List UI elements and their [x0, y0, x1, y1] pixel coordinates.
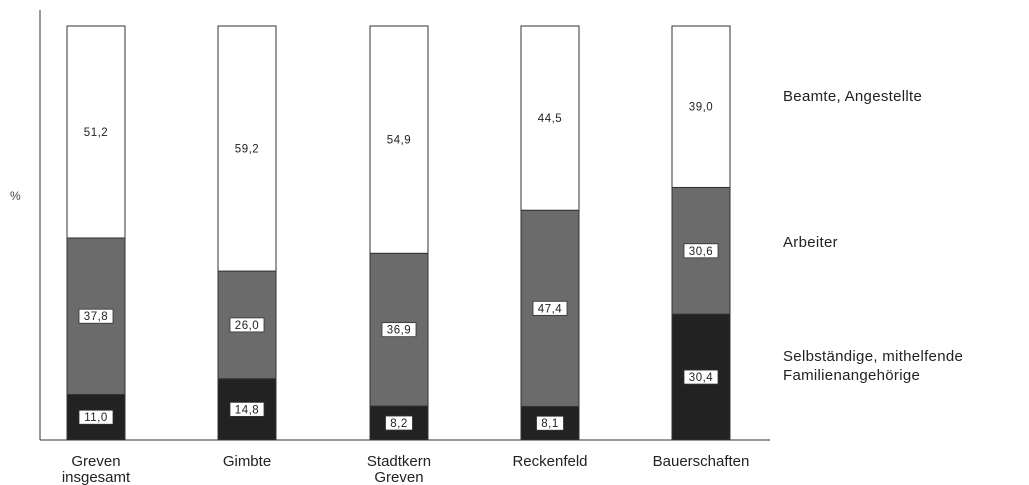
- data-label: 54,9: [387, 135, 411, 147]
- data-label-box: [381, 322, 417, 338]
- bar-segment: [217, 25, 277, 272]
- data-label: 39,0: [689, 102, 713, 114]
- bar-segment: [66, 25, 126, 239]
- data-label-box: [532, 300, 568, 316]
- bars-group: [66, 25, 731, 441]
- data-label: 36,9: [387, 325, 411, 337]
- data-label-box: [385, 415, 413, 431]
- data-label: 30,4: [689, 372, 713, 384]
- category-label: Bauerschaften: [653, 453, 750, 470]
- category-label: Greven: [71, 453, 120, 470]
- bar-segment: [520, 25, 580, 211]
- bar-segment: [671, 25, 731, 188]
- legend: Beamte, Angestellte Arbeiter Selbständige,…: [783, 88, 963, 384]
- data-label: 26,0: [235, 320, 259, 332]
- data-label-box: [229, 401, 265, 417]
- category-label: Reckenfeld: [512, 453, 587, 470]
- data-label: 8,1: [541, 418, 559, 430]
- data-label-box: [683, 243, 719, 259]
- legend-entry: Arbeiter: [783, 234, 838, 251]
- data-label: 14,8: [235, 404, 259, 416]
- data-label: 51,2: [84, 127, 108, 139]
- category-label: insgesamt: [62, 469, 131, 485]
- category-label: Greven: [374, 469, 423, 485]
- y-axis-label: %: [10, 189, 21, 203]
- data-label: 30,6: [689, 246, 713, 258]
- data-label-box: [536, 415, 564, 431]
- category-label: Stadtkern: [367, 453, 431, 470]
- legend-entry: Selbständige, mithelfende: [783, 348, 963, 365]
- data-label: 37,8: [84, 311, 108, 323]
- data-label: 44,5: [538, 113, 562, 125]
- data-label-box: [78, 308, 114, 324]
- data-label: 11,0: [84, 412, 108, 424]
- data-label-box: [78, 409, 114, 425]
- data-label-box: [229, 317, 265, 333]
- legend-entry: Beamte, Angestellte: [783, 88, 922, 105]
- data-label: 8,2: [390, 418, 408, 430]
- value-labels-group: 11,0 37,8 51,2 14,8 26,0 59,2 8,2 36,9 54,9 8,1 47…: [78, 102, 719, 431]
- bar-segment: [369, 25, 429, 254]
- data-label: 59,2: [235, 144, 259, 156]
- category-label: Gimbte: [223, 453, 271, 470]
- data-label: 47,4: [538, 303, 562, 315]
- data-label-box: [683, 369, 719, 385]
- legend-entry: Familienangehörige: [783, 367, 920, 384]
